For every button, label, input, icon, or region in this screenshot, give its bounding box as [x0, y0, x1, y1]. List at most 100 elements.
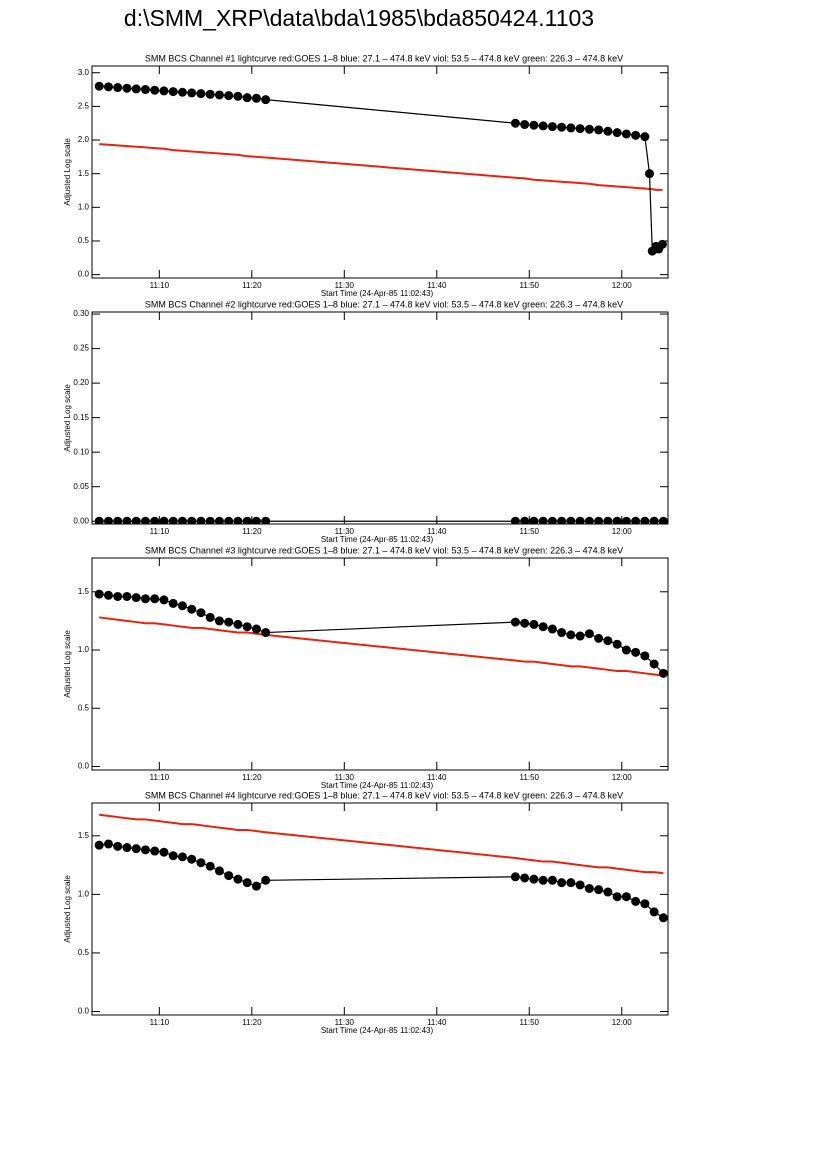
data-point: [113, 83, 123, 93]
data-point: [251, 516, 261, 524]
data-point: [538, 516, 548, 524]
data-point: [214, 866, 224, 876]
y-tick-label: 0.5: [78, 236, 90, 245]
plot-area: [94, 589, 668, 678]
data-point: [658, 516, 668, 524]
x-tick-label: 11:50: [520, 281, 540, 290]
x-tick-label: 11:20: [242, 773, 262, 782]
series-line: [99, 143, 663, 191]
data-point: [150, 846, 160, 856]
data-point: [584, 124, 594, 134]
x-tick-label: 11:50: [520, 527, 540, 536]
data-point: [233, 516, 243, 524]
x-tick-label: 11:10: [150, 527, 170, 536]
y-tick-label: 2.0: [78, 135, 90, 144]
data-point: [140, 85, 150, 95]
data-point: [658, 668, 668, 678]
data-point: [640, 899, 650, 909]
data-point: [261, 875, 271, 885]
data-point: [122, 83, 132, 93]
y-tick-label: 1.5: [78, 831, 90, 840]
axes-frame: [91, 65, 669, 279]
axes-frame: [91, 311, 669, 525]
data-point: [140, 845, 150, 855]
y-tick-label: 0.0: [78, 1007, 90, 1016]
x-tick-label: 11:10: [150, 773, 170, 782]
data-point: [113, 516, 123, 524]
data-point: [520, 120, 530, 130]
data-point: [131, 593, 141, 603]
data-point: [233, 91, 243, 101]
chart-panel: SMM BCS Channel #2 lightcurve red:GOES 1…: [63, 299, 669, 544]
data-point: [612, 516, 622, 524]
data-point: [557, 516, 567, 524]
data-point: [649, 907, 659, 917]
x-axis-label: Start Time (24-Apr-85 11:02:43): [321, 289, 434, 298]
data-point: [159, 847, 169, 857]
data-point: [520, 516, 530, 524]
data-point: [205, 89, 215, 99]
data-point: [233, 874, 243, 884]
x-tick-label: 12:00: [612, 527, 633, 536]
y-tick-label: 0.5: [78, 948, 90, 957]
y-tick-label: 0.05: [73, 482, 89, 491]
x-axis-label: Start Time (24-Apr-85 11:02:43): [321, 1026, 434, 1035]
data-point: [159, 595, 169, 605]
data-point: [177, 601, 187, 611]
series-line: [99, 616, 664, 677]
data-point: [187, 854, 197, 864]
x-tick-label: 11:30: [335, 527, 355, 536]
y-tick-label: 1.5: [78, 169, 90, 178]
data-point: [566, 630, 576, 640]
x-tick-label: 11:10: [150, 1018, 170, 1027]
data-point: [224, 871, 234, 881]
data-point: [122, 591, 132, 601]
data-point: [621, 645, 631, 655]
data-point: [612, 128, 622, 138]
data-point: [196, 89, 206, 99]
data-point: [658, 913, 668, 923]
data-point: [242, 93, 252, 103]
data-point: [150, 594, 160, 604]
data-point: [631, 516, 641, 524]
data-point: [261, 628, 271, 638]
data-point: [261, 95, 271, 105]
data-point: [603, 636, 613, 646]
data-point: [131, 844, 141, 854]
data-point: [103, 82, 113, 92]
data-point: [214, 90, 224, 100]
y-axis-label: Adjusted Log scale: [63, 630, 72, 698]
y-tick-label: 2.5: [78, 101, 90, 110]
data-point: [621, 129, 631, 139]
y-tick-label: 0.20: [73, 378, 89, 387]
data-point: [631, 130, 641, 140]
data-point: [575, 880, 585, 890]
x-tick-label: 11:20: [242, 281, 262, 290]
data-point: [547, 516, 557, 524]
data-point: [566, 516, 576, 524]
y-tick-label: 0.0: [78, 270, 90, 279]
data-point: [187, 516, 197, 524]
data-point: [631, 647, 641, 657]
y-tick-label: 1.0: [78, 202, 90, 211]
data-point: [612, 639, 622, 649]
data-point: [168, 598, 178, 608]
data-point: [177, 852, 187, 862]
data-point: [214, 616, 224, 626]
data-point: [159, 86, 169, 96]
data-point: [529, 619, 539, 629]
data-point: [603, 126, 613, 136]
axes-frame: [91, 557, 669, 771]
data-point: [538, 121, 548, 131]
data-point: [140, 594, 150, 604]
data-point: [251, 93, 261, 103]
x-tick-label: 11:30: [335, 1018, 355, 1027]
x-axis-label: Start Time (24-Apr-85 11:02:43): [321, 535, 434, 544]
y-tick-label: 3.0: [78, 68, 90, 77]
data-point: [510, 617, 520, 627]
data-point: [566, 878, 576, 888]
data-point: [640, 651, 650, 661]
data-point: [150, 516, 160, 524]
x-tick-label: 11:40: [427, 527, 447, 536]
